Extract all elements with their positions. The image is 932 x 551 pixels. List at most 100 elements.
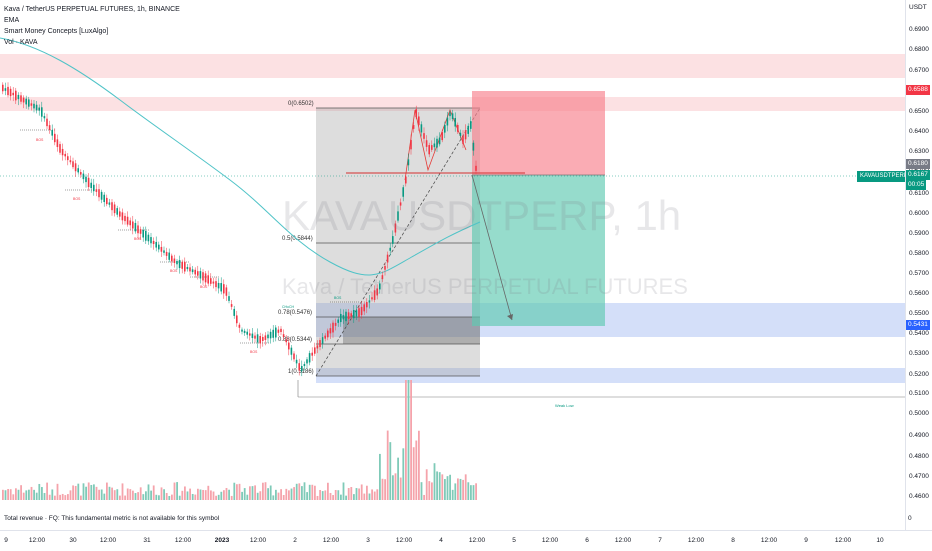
volume-bar: [147, 484, 150, 500]
price-chart[interactable]: 0(0.6502) 0.5(0.5844) 0.78(0.5476) 0.88(…: [0, 0, 905, 530]
volume-bar: [444, 479, 446, 500]
legend-ema[interactable]: EMA: [4, 17, 20, 24]
candle: [126, 216, 129, 225]
candle: [197, 271, 199, 276]
volume-bar: [472, 485, 475, 500]
volume-bar: [379, 453, 381, 500]
volume-bar: [106, 482, 108, 500]
volume-bar: [41, 487, 43, 500]
candle: [106, 197, 108, 205]
volume-bar: [4, 490, 7, 500]
candle: [238, 324, 241, 328]
volume-bar: [197, 488, 199, 500]
volume-bar: [410, 380, 412, 500]
candle: [202, 272, 204, 281]
candle: [134, 222, 137, 232]
candle: [9, 88, 12, 97]
volume-bar: [285, 488, 288, 500]
candle: [262, 337, 264, 341]
volume-bar: [61, 493, 64, 500]
candle: [438, 137, 441, 145]
candle: [381, 275, 384, 280]
candle: [223, 284, 225, 294]
symbol-price-tag: KAVAUSDTPERP: [857, 171, 911, 182]
volume-bar: [69, 490, 72, 500]
volume-bar: [243, 488, 246, 500]
position-target-zone[interactable]: [472, 175, 605, 326]
price-axis[interactable]: USDT 0.69000.68000.67000.66000.65000.640…: [905, 0, 932, 530]
candle: [28, 99, 30, 107]
time-tick: 2: [293, 537, 297, 544]
volume-bar: [433, 463, 436, 500]
volume-bar: [194, 494, 197, 500]
volume-bar: [77, 483, 80, 500]
candle: [464, 130, 467, 140]
volume-bar: [43, 492, 46, 500]
volume-bar: [407, 380, 410, 500]
candle: [412, 125, 415, 129]
legend-symbol[interactable]: Kava / TetherUS PERPETUAL FUTURES, 1h, B…: [4, 6, 180, 13]
volume-bar: [293, 487, 295, 500]
candle: [15, 90, 17, 101]
time-axis[interactable]: 9 12:00 30 12:00 31 12:00 2023 12:00 2 12:00 3 12:0…: [0, 530, 932, 551]
volume-bar: [412, 447, 415, 500]
price-tick: 0.4800: [909, 453, 929, 460]
currency-label: USDT: [909, 4, 927, 11]
volume-bar: [389, 442, 392, 500]
candle: [64, 153, 66, 157]
volume-bar: [25, 490, 28, 500]
candle: [379, 283, 381, 290]
volume-bar: [288, 490, 290, 500]
candle: [467, 125, 469, 134]
candle: [345, 311, 347, 322]
volume-bar: [189, 488, 191, 500]
legend-vol[interactable]: Vol · KAVA: [4, 39, 38, 46]
position-stop-zone[interactable]: [472, 91, 605, 175]
volume-bar: [262, 482, 264, 500]
volume-bar: [155, 494, 158, 500]
candle: [2, 84, 4, 92]
volume-bar: [394, 473, 397, 500]
candle: [368, 300, 371, 303]
candle: [147, 234, 150, 242]
bos-label: BOS: [36, 138, 44, 142]
candle: [303, 363, 306, 367]
volume-bar: [137, 492, 139, 500]
price-tick: 0.5000: [909, 410, 929, 417]
volume-bar: [100, 489, 103, 500]
time-tick: 6: [585, 537, 589, 544]
volume-bar: [282, 495, 285, 500]
candle: [420, 124, 423, 133]
volume-bar: [72, 485, 74, 500]
candle: [280, 328, 282, 332]
volume-bar: [342, 482, 345, 500]
candle: [264, 335, 267, 340]
candle: [129, 220, 131, 226]
candle: [184, 261, 186, 272]
candle: [441, 132, 443, 141]
price-tick: 0.6000: [909, 210, 929, 217]
price-tick: 0.4600: [909, 493, 929, 500]
volume-bar: [204, 490, 207, 500]
time-tick: 12:00: [614, 537, 632, 544]
candle: [275, 327, 277, 338]
fundamental-footnote: Total revenue · FQ: This fundamental met…: [4, 515, 220, 522]
volume-bar: [371, 489, 373, 500]
volume-bar: [217, 494, 220, 500]
volume-bar: [2, 489, 4, 500]
volume-bar: [119, 495, 121, 500]
price-tick: 0.6500: [909, 108, 929, 115]
volume-bar: [454, 483, 457, 500]
volume-bar: [158, 495, 160, 500]
volume-bar: [35, 492, 38, 500]
candle: [95, 189, 98, 192]
volume-bar: [17, 489, 20, 500]
chart-pane[interactable]: 0(0.6502) 0.5(0.5844) 0.78(0.5476) 0.88(…: [0, 0, 905, 530]
time-tick: 31: [143, 537, 151, 544]
candle: [272, 329, 274, 338]
volume-bar: [399, 477, 402, 500]
candle: [319, 340, 321, 348]
arrow-head-icon: [507, 314, 513, 320]
price-tick: 0.5900: [909, 230, 929, 237]
legend-smc[interactable]: Smart Money Concepts [LuxAlgo]: [4, 28, 109, 35]
